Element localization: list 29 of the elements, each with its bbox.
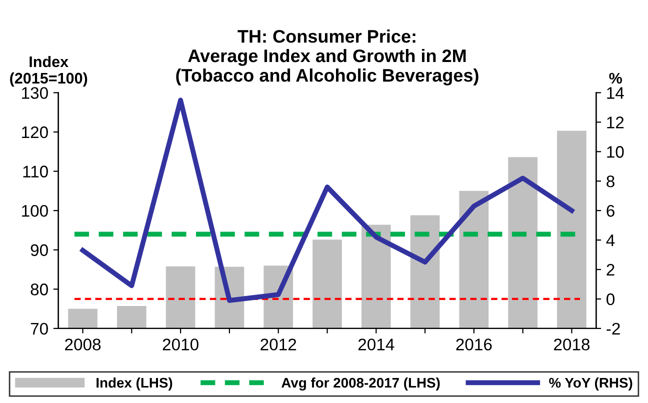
legend-label: Index (LHS): [96, 377, 172, 390]
x-tick-label: 2016: [456, 338, 492, 350]
x-tick-label: 2008: [65, 338, 101, 350]
y-tick-label: 70: [30, 322, 48, 335]
x-tick-label: 2014: [358, 338, 394, 350]
y2-axis-title: %: [609, 72, 622, 84]
y-tick-label: 110: [23, 166, 48, 178]
y-axis-title: Index (2015=100): [10, 56, 88, 87]
y2-tick-label: -2: [606, 322, 620, 334]
y-tick-label: 120: [22, 126, 48, 138]
legend-label: Avg for 2008-2017 (LHS): [282, 377, 440, 390]
y2-tick-label: 0: [606, 293, 614, 306]
chart-title: TH: Consumer Price: Average Index and Growth in 2M (Tobacco and Alcoholic Beverages): [176, 30, 478, 86]
x-tick-label: 2018: [554, 338, 590, 350]
x-tick-label: 2010: [162, 338, 198, 350]
y-tick-label: 130: [22, 87, 48, 99]
y-tick-label: 100: [22, 204, 48, 217]
x-tick-label: 2012: [260, 338, 296, 350]
y-tick-label: 90: [30, 244, 48, 256]
y2-tick-label: 14: [607, 87, 624, 99]
y2-tick-label: 4: [606, 234, 615, 246]
y-tick-label: 80: [30, 284, 48, 296]
y2-tick-label: 12: [607, 116, 624, 128]
legend-label: % YoY (RHS): [549, 377, 632, 390]
line-series: [80, 98, 574, 303]
y2-tick-label: 2: [606, 264, 614, 276]
y2-tick-label: 8: [606, 176, 614, 188]
y2-tick-label: 6: [606, 204, 614, 217]
y2-tick-label: 10: [607, 146, 624, 158]
